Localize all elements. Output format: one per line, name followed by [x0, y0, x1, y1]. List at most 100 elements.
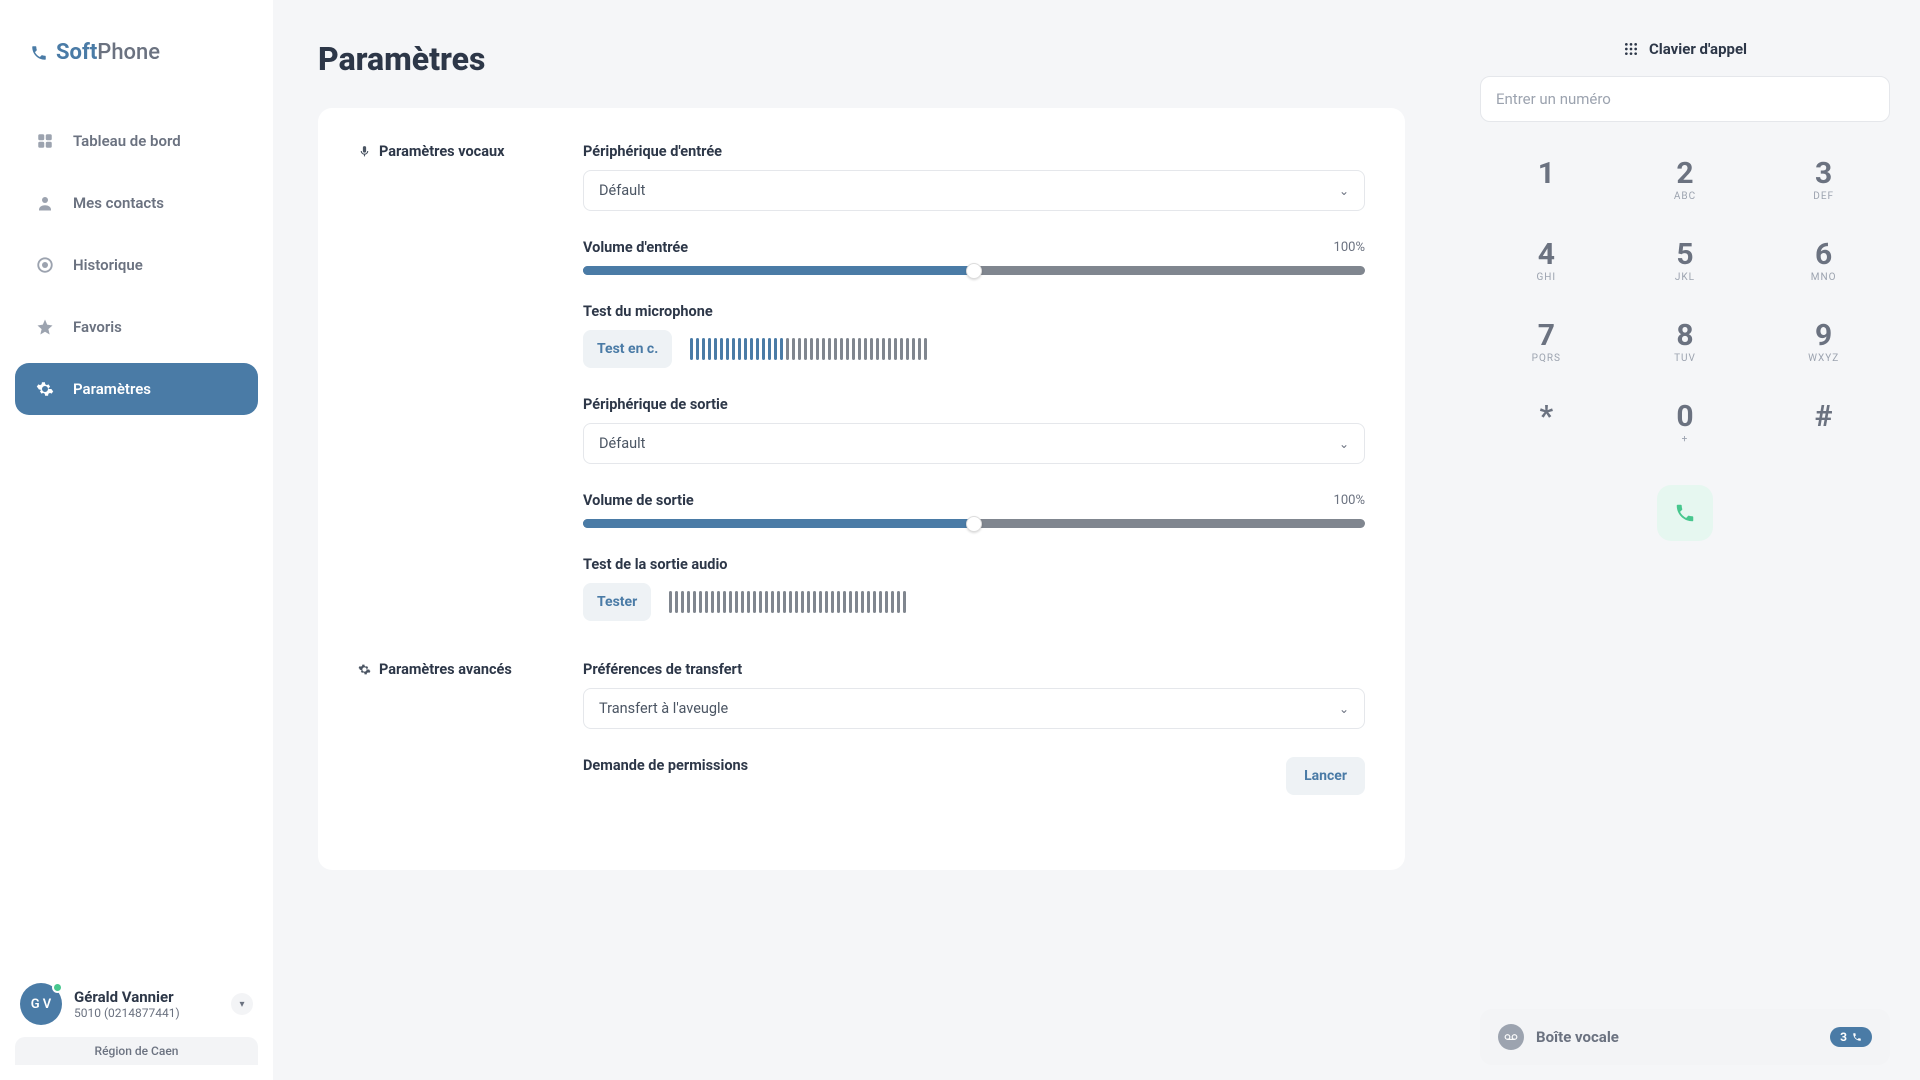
chevron-down-icon: ⌄ [1339, 702, 1349, 716]
section-heading-text: Paramètres avancés [379, 661, 512, 678]
voice-settings-section: Paramètres vocaux Périphérique d'entrée … [358, 143, 1365, 621]
status-dot-icon [52, 982, 63, 993]
phone-icon [30, 44, 48, 62]
key-digit: 8 [1676, 318, 1693, 353]
level-bar [732, 338, 735, 360]
key-sub: WXYZ [1808, 353, 1839, 365]
section-heading-text: Paramètres vocaux [379, 143, 504, 160]
level-bar [735, 591, 738, 613]
level-bar [822, 338, 825, 360]
input-volume-slider[interactable] [583, 266, 1365, 275]
sidebar-item-dashboard[interactable]: Tableau de bord [15, 115, 258, 167]
field-label: Test du microphone [583, 303, 1365, 320]
sidebar-item-settings[interactable]: Paramètres [15, 363, 258, 415]
field-label: Préférences de transfert [583, 661, 1365, 678]
keypad-key-3[interactable]: 3DEF [1757, 142, 1890, 217]
voicemail-button[interactable]: Boîte vocale 3 [1480, 1009, 1890, 1065]
level-bar [702, 338, 705, 360]
transfer-pref-select[interactable]: Transfert à l'aveugle ⌄ [583, 688, 1365, 729]
level-bar [690, 338, 693, 360]
level-bar [867, 591, 870, 613]
key-sub: ABC [1674, 191, 1696, 203]
level-bar [789, 591, 792, 613]
user-menu-button[interactable]: ▾ [231, 993, 253, 1015]
sidebar-item-contacts[interactable]: Mes contacts [15, 177, 258, 229]
select-value: Défault [599, 182, 645, 199]
level-bar [696, 338, 699, 360]
key-digit: 1 [1538, 156, 1555, 191]
level-bar [783, 591, 786, 613]
level-bar [780, 338, 783, 360]
chevron-down-icon: ▾ [239, 999, 244, 1010]
keypad-key-0[interactable]: 0+ [1619, 385, 1752, 460]
level-bar [816, 338, 819, 360]
dialer-heading-text: Clavier d'appel [1649, 40, 1747, 58]
level-bar [807, 591, 810, 613]
user-ext: 5010 (0214877441) [74, 1006, 219, 1020]
gear-icon [35, 380, 55, 398]
keypad-key-9[interactable]: 9WXYZ [1757, 304, 1890, 379]
output-volume-field: Volume de sortie 100% [583, 492, 1365, 528]
level-bar [711, 591, 714, 613]
star-icon [35, 318, 55, 336]
level-bar [837, 591, 840, 613]
output-device-select[interactable]: Défault ⌄ [583, 423, 1365, 464]
level-bar [744, 338, 747, 360]
level-bar [804, 338, 807, 360]
field-label: Volume d'entrée [583, 239, 688, 256]
mic-level-meter [690, 338, 1365, 360]
permissions-launch-button[interactable]: Lancer [1286, 757, 1365, 795]
keypad-key-#[interactable]: # [1757, 385, 1890, 460]
keypad-key-7[interactable]: 7PQRS [1480, 304, 1613, 379]
level-bar [723, 591, 726, 613]
transfer-pref-field: Préférences de transfert Transfert à l'a… [583, 661, 1365, 729]
permissions-field: Demande de permissions Lancer [583, 757, 1365, 795]
level-bar [855, 591, 858, 613]
dialpad-icon [1623, 41, 1639, 57]
keypad-key-1[interactable]: 1 [1480, 142, 1613, 217]
output-volume-slider[interactable] [583, 519, 1365, 528]
level-bar [801, 591, 804, 613]
keypad-key-2[interactable]: 2ABC [1619, 142, 1752, 217]
dialer-input[interactable] [1480, 76, 1890, 122]
slider-thumb[interactable] [966, 263, 982, 279]
sidebar-item-history[interactable]: Historique [15, 239, 258, 291]
level-bar [771, 591, 774, 613]
grid-icon [35, 132, 55, 150]
level-bar [720, 338, 723, 360]
keypad-key-5[interactable]: 5JKL [1619, 223, 1752, 298]
keypad-key-4[interactable]: 4GHI [1480, 223, 1613, 298]
level-bar [675, 591, 678, 613]
select-value: Défault [599, 435, 645, 452]
level-bar [828, 338, 831, 360]
level-bar [852, 338, 855, 360]
nav: Tableau de bord Mes contacts Historique … [15, 115, 258, 983]
level-bar [750, 338, 753, 360]
level-bar [693, 591, 696, 613]
key-sub: TUV [1674, 353, 1696, 365]
keypad-key-*[interactable]: * [1480, 385, 1613, 460]
level-bar [897, 591, 900, 613]
history-icon [35, 256, 55, 274]
level-bar [786, 338, 789, 360]
key-sub: DEF [1813, 191, 1834, 203]
output-test-button[interactable]: Tester [583, 583, 651, 621]
slider-thumb[interactable] [966, 516, 982, 532]
sidebar-item-favorites[interactable]: Favoris [15, 301, 258, 353]
call-button[interactable] [1657, 485, 1713, 541]
level-bar [756, 338, 759, 360]
mic-test-button[interactable]: Test en c. [583, 330, 672, 368]
level-bar [834, 338, 837, 360]
voice-section-heading: Paramètres vocaux [358, 143, 543, 160]
field-label: Périphérique de sortie [583, 396, 1365, 413]
input-device-select[interactable]: Défault ⌄ [583, 170, 1365, 211]
level-bar [774, 338, 777, 360]
key-sub: PQRS [1532, 353, 1561, 365]
level-bar [843, 591, 846, 613]
region-badge: Région de Caen [15, 1037, 258, 1065]
level-bar [840, 338, 843, 360]
keypad-key-8[interactable]: 8TUV [1619, 304, 1752, 379]
key-sub: + [1682, 434, 1689, 446]
keypad-key-6[interactable]: 6MNO [1757, 223, 1890, 298]
level-bar [792, 338, 795, 360]
